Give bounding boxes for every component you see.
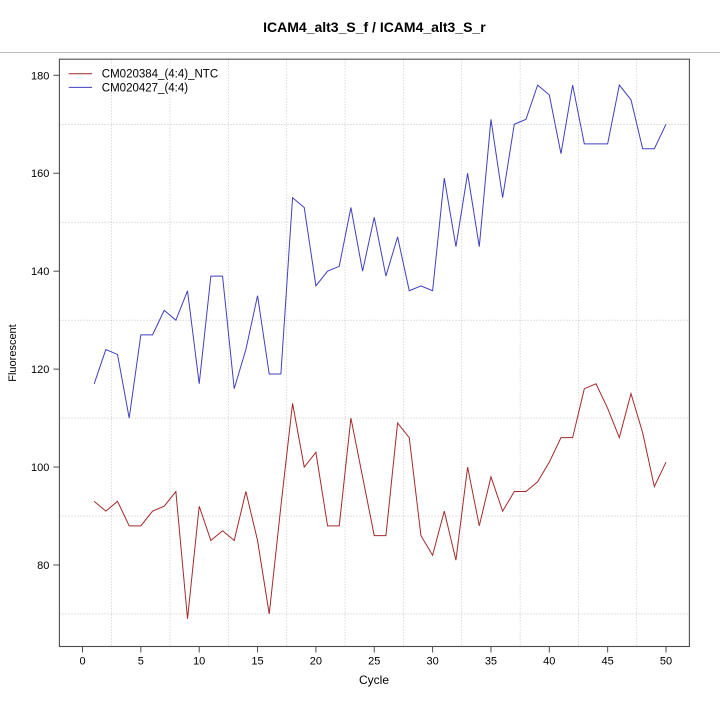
- svg-text:10: 10: [193, 656, 205, 668]
- svg-text:0: 0: [79, 656, 85, 668]
- svg-text:15: 15: [251, 656, 263, 668]
- svg-text:120: 120: [31, 364, 49, 376]
- svg-text:180: 180: [31, 70, 49, 82]
- svg-text:140: 140: [31, 266, 49, 278]
- svg-text:Cycle: Cycle: [359, 673, 389, 687]
- svg-text:Fluorescent: Fluorescent: [7, 324, 19, 381]
- svg-text:20: 20: [310, 656, 322, 668]
- svg-text:35: 35: [485, 656, 497, 668]
- svg-text:CM020427_(4:4): CM020427_(4:4): [102, 82, 188, 94]
- svg-text:160: 160: [31, 168, 49, 180]
- svg-text:45: 45: [602, 656, 614, 668]
- svg-text:80: 80: [37, 560, 49, 572]
- svg-text:100: 100: [31, 462, 49, 474]
- svg-text:CM020384_(4:4)_NTC: CM020384_(4:4)_NTC: [102, 69, 218, 81]
- svg-text:40: 40: [543, 656, 555, 668]
- svg-text:25: 25: [368, 656, 380, 668]
- svg-text:30: 30: [426, 656, 438, 668]
- svg-text:50: 50: [660, 656, 672, 668]
- svg-text:5: 5: [138, 656, 144, 668]
